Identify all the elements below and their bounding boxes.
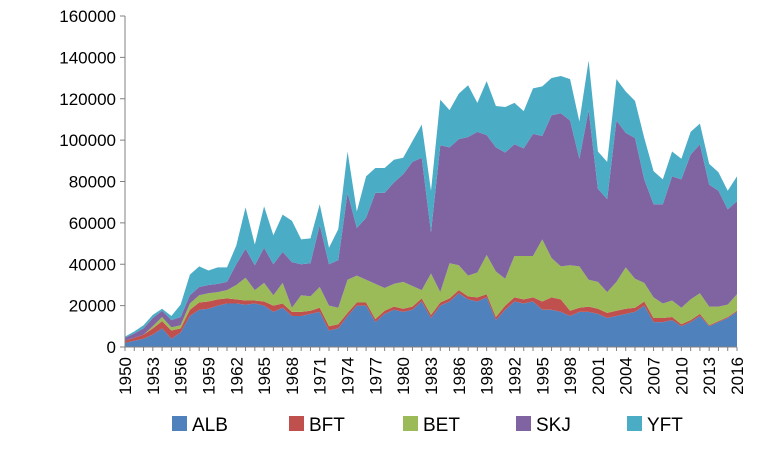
legend-swatch-bet	[403, 416, 418, 431]
x-tick-label: 1989	[478, 357, 497, 395]
y-tick-label: 20000	[69, 297, 116, 316]
area-yft	[125, 60, 737, 338]
x-tick-label: 1977	[366, 357, 385, 395]
x-tick-label: 2007	[645, 357, 664, 395]
x-tick-label: 1956	[172, 357, 191, 395]
x-tick-label: 2013	[700, 357, 719, 395]
x-tick-label: 1992	[505, 357, 524, 395]
x-tick-label: 1968	[283, 357, 302, 395]
area-bft	[125, 290, 737, 343]
y-tick-label: 40000	[69, 255, 116, 274]
y-tick-label: 120000	[59, 90, 116, 109]
x-tick-label: 1998	[561, 357, 580, 395]
legend-label-alb: ALB	[192, 415, 228, 436]
x-tick-label: 1962	[227, 357, 246, 395]
series-areas	[125, 60, 737, 347]
x-tick-label: 1950	[116, 357, 135, 395]
legend-label-skj: SKJ	[536, 415, 571, 436]
x-tick-label: 2010	[672, 357, 691, 395]
x-tick-label: 2004	[617, 357, 636, 395]
x-tick-label: 1971	[311, 357, 330, 395]
x-tick-label: 1986	[450, 357, 469, 395]
y-axis-ticks: 0 20000 40000 60000 80000 100000 120000 140000 1…	[59, 7, 125, 357]
legend-label-bft: BFT	[309, 415, 345, 436]
legend: ALB BFT BET SKJ YFT	[172, 415, 683, 436]
legend-swatch-yft	[627, 416, 642, 431]
area-alb	[125, 293, 737, 347]
area-skj	[125, 110, 737, 341]
x-tick-label: 1983	[422, 357, 441, 395]
legend-swatch-alb	[172, 416, 187, 431]
y-tick-label: 60000	[69, 214, 116, 233]
y-tick-label: 80000	[69, 173, 116, 192]
legend-swatch-bft	[289, 416, 304, 431]
legend-label-bet: BET	[423, 415, 460, 436]
x-tick-label: 2001	[589, 357, 608, 395]
area-bet	[125, 239, 737, 341]
x-axis-ticks: 1950 1953 1956 1959 1962 1965 1968 1971 1974 1977…	[116, 347, 747, 395]
x-tick-label: 1959	[199, 357, 218, 395]
legend-swatch-skj	[516, 416, 531, 431]
x-tick-label: 2016	[728, 357, 747, 395]
x-tick-label: 1965	[255, 357, 274, 395]
x-tick-label: 1995	[533, 357, 552, 395]
x-tick-label: 1953	[144, 357, 163, 395]
x-tick-label: 1980	[394, 357, 413, 395]
x-tick-label: 1974	[339, 357, 358, 395]
y-tick-label: 100000	[59, 131, 116, 150]
legend-label-yft: YFT	[647, 415, 683, 436]
y-tick-label: 160000	[59, 7, 116, 26]
y-tick-label: 0	[107, 338, 116, 357]
y-tick-label: 140000	[59, 48, 116, 67]
